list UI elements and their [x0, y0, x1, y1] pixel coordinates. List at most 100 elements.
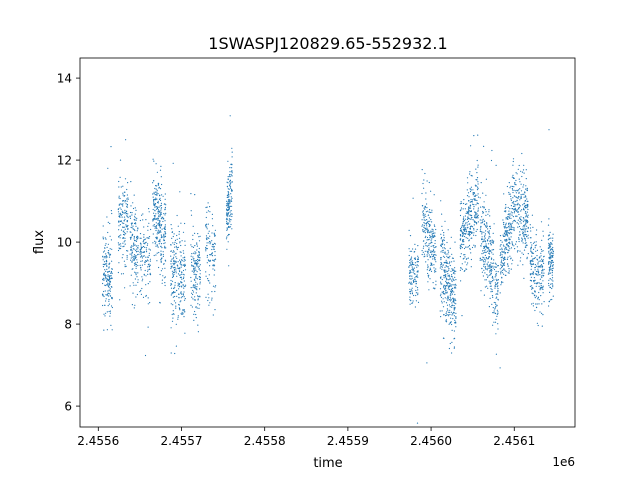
data-point — [170, 267, 172, 270]
data-point — [495, 263, 497, 265]
data-point — [135, 219, 137, 221]
data-point — [537, 324, 539, 327]
data-point — [425, 222, 427, 225]
data-point — [443, 239, 445, 241]
data-point — [441, 266, 443, 268]
data-point — [409, 296, 411, 298]
data-point — [524, 199, 527, 202]
data-point — [510, 227, 512, 229]
data-point — [500, 244, 502, 246]
data-point — [170, 224, 172, 226]
data-point — [535, 285, 537, 287]
data-point — [170, 303, 172, 305]
data-point — [507, 251, 509, 254]
data-point — [460, 235, 462, 237]
data-point — [164, 193, 166, 195]
data-point — [469, 210, 471, 212]
data-point — [509, 222, 511, 224]
data-point — [157, 184, 159, 186]
data-point — [175, 305, 177, 307]
data-point — [130, 238, 132, 240]
data-point — [145, 251, 148, 253]
data-point — [177, 315, 179, 317]
data-point — [139, 264, 141, 266]
data-point — [107, 295, 109, 297]
data-point — [139, 219, 141, 222]
data-point — [140, 246, 142, 248]
data-point — [141, 251, 143, 253]
data-point — [159, 301, 161, 304]
data-point — [183, 276, 185, 278]
data-point — [454, 273, 456, 275]
data-point — [511, 244, 514, 246]
data-point — [445, 259, 447, 261]
data-point — [145, 295, 147, 297]
data-point — [505, 211, 507, 213]
data-point — [191, 270, 193, 272]
data-point — [170, 284, 172, 286]
data-point — [521, 229, 523, 231]
data-point — [149, 273, 151, 275]
data-point — [530, 259, 532, 261]
data-point — [208, 260, 211, 262]
data-point — [196, 243, 198, 245]
data-point — [508, 213, 510, 215]
data-point — [207, 237, 209, 239]
data-point — [511, 185, 514, 188]
data-point — [214, 269, 216, 271]
data-point — [126, 256, 128, 258]
data-point — [525, 234, 527, 236]
data-point — [124, 287, 126, 289]
data-point — [465, 230, 467, 232]
data-point — [157, 217, 159, 219]
data-point — [155, 188, 157, 190]
data-point — [534, 282, 536, 284]
data-point — [193, 268, 195, 270]
data-point — [137, 228, 139, 230]
data-point — [134, 219, 136, 221]
data-point — [164, 242, 166, 244]
data-point — [159, 226, 161, 228]
data-point — [165, 260, 167, 262]
data-point — [464, 215, 466, 217]
data-point — [161, 183, 163, 186]
data-point — [198, 307, 200, 309]
data-point — [462, 218, 465, 220]
data-point — [102, 266, 105, 268]
data-point — [501, 269, 503, 271]
data-point — [486, 223, 488, 225]
data-point — [170, 279, 172, 282]
data-point — [182, 250, 184, 252]
data-point — [164, 214, 166, 216]
data-point — [474, 246, 476, 248]
data-point — [227, 209, 229, 211]
data-point — [175, 253, 177, 255]
data-point — [156, 171, 158, 173]
data-point — [486, 222, 488, 224]
data-point — [490, 244, 492, 246]
data-point — [175, 245, 177, 247]
data-point — [175, 323, 177, 325]
data-point — [533, 281, 535, 283]
data-point — [160, 261, 162, 263]
data-point — [430, 241, 432, 243]
data-point — [428, 254, 430, 256]
data-point — [135, 272, 137, 274]
data-point — [476, 159, 478, 162]
data-point — [147, 256, 149, 258]
data-point — [469, 234, 471, 236]
data-point — [144, 269, 146, 272]
data-point — [135, 265, 137, 267]
data-point — [194, 310, 196, 313]
data-point — [413, 270, 415, 272]
data-point — [482, 210, 484, 213]
data-point — [525, 219, 527, 221]
data-point — [433, 255, 435, 257]
data-point — [426, 225, 428, 227]
data-point — [122, 254, 124, 256]
data-point — [495, 266, 497, 268]
data-point — [550, 257, 552, 259]
data-point — [542, 230, 544, 232]
data-point — [470, 266, 472, 268]
data-point — [157, 193, 159, 195]
